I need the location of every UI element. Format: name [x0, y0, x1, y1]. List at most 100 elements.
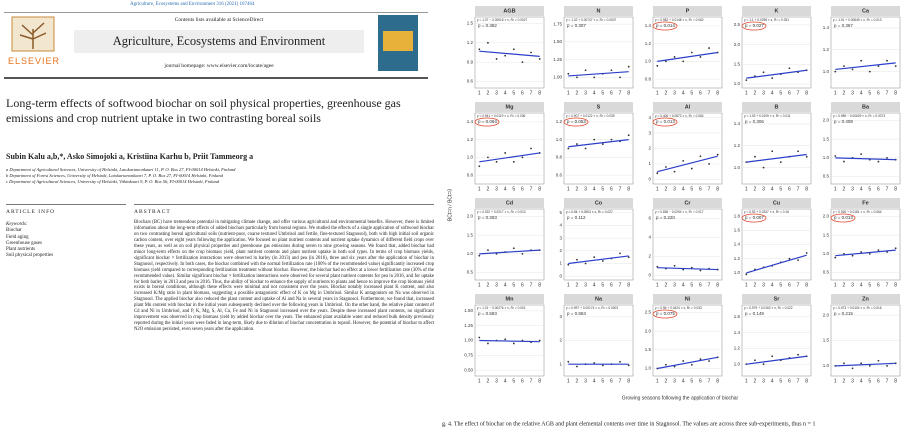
fit-line	[568, 255, 629, 265]
y-tick-label: 1.2	[556, 119, 563, 124]
x-tick-label: 3	[762, 186, 765, 192]
x-tick-label: 2	[487, 378, 490, 384]
x-tick-label: 5	[868, 186, 871, 192]
data-point	[877, 160, 880, 163]
x-tick-label: 5	[868, 378, 871, 384]
x-tick-label: 8	[805, 90, 808, 96]
y-tick-label: 1.0	[467, 251, 474, 256]
data-point	[656, 64, 659, 67]
data-point	[779, 161, 782, 164]
y-tick-label: 4	[648, 115, 651, 120]
x-tick-label: 3	[495, 186, 498, 192]
data-point	[868, 252, 871, 255]
x-tick-label: 7	[619, 378, 622, 384]
journal-banner: ELSEVIER Contents lists available at Sci…	[4, 12, 428, 79]
panel-title: S	[597, 104, 601, 110]
x-tick-label: 2	[843, 90, 846, 96]
data-point	[610, 69, 613, 72]
data-point	[797, 353, 799, 356]
data-point	[690, 51, 693, 54]
data-point	[673, 56, 676, 58]
x-tick-label: 6	[610, 282, 613, 288]
panel-title: Cu	[773, 200, 780, 206]
y-tick-label: 4	[559, 223, 562, 228]
x-tick-label: 4	[682, 378, 685, 384]
panel-strip	[564, 6, 633, 16]
y-tick-label: 1.0	[734, 165, 741, 170]
data-point	[771, 150, 774, 153]
x-tick-label: 8	[538, 282, 541, 288]
data-point	[538, 339, 541, 342]
y-tick-label: 1.2	[467, 137, 474, 142]
panel-title: K	[775, 8, 779, 14]
data-point	[576, 365, 578, 368]
y-tick-label: 1.0	[823, 251, 830, 256]
x-tick-label: 3	[584, 282, 587, 288]
data-point	[584, 69, 587, 72]
affiliation: c Department of Agricultural Sciences, U…	[6, 179, 220, 184]
x-tick-label: 2	[487, 282, 490, 288]
p-highlight	[830, 213, 856, 223]
x-tick-label: 7	[797, 186, 800, 192]
x-tick-label: 8	[894, 282, 897, 288]
x-tick-label: 6	[521, 186, 524, 192]
x-tick-label: 4	[771, 186, 774, 192]
x-tick-label: 4	[682, 90, 685, 96]
affiliation: b Department of Forest Sciences, Univers…	[6, 173, 223, 178]
panel-title: Cr	[684, 200, 691, 206]
panel-title: Al	[685, 104, 691, 110]
panel-title: Mg	[506, 104, 514, 110]
p-value: p = 0.220	[656, 215, 675, 220]
equation: y = 1.07 − 0.00915 × x, R² = 0.0027	[477, 18, 528, 22]
data-point	[627, 364, 630, 367]
data-point	[512, 342, 515, 345]
data-point	[699, 358, 702, 361]
data-point	[601, 143, 604, 145]
plot-area	[830, 112, 901, 185]
data-point	[788, 257, 791, 260]
x-tick-label: 7	[886, 186, 889, 192]
y-tick-label: 1.2	[734, 346, 741, 351]
x-tick-label: 3	[495, 378, 498, 384]
x-tick-label: 8	[716, 90, 719, 96]
y-tick-label: 1.00	[553, 75, 562, 80]
x-tick-label: 5	[601, 186, 604, 192]
data-point	[834, 155, 837, 157]
x-tick-label: 2	[843, 282, 846, 288]
keywords: Keywords: Biochar Field aging Greenhouse…	[6, 222, 53, 260]
y-tick-label: 0.9	[467, 59, 474, 64]
journal-cover	[378, 15, 418, 71]
info-heading: ARTICLE INFO	[6, 204, 126, 215]
plot-area	[741, 16, 812, 89]
x-tick-label: 5	[690, 378, 693, 384]
data-point	[886, 59, 888, 62]
y-tick-label: 3	[559, 314, 562, 319]
data-point	[665, 363, 667, 366]
plot-area	[474, 16, 545, 89]
data-point	[762, 363, 765, 366]
x-tick-label: 8	[627, 282, 630, 288]
data-point	[478, 336, 481, 339]
y-tick-label: 1.4	[823, 25, 830, 30]
x-tick-label: 6	[877, 282, 880, 288]
x-tick-label: 5	[779, 378, 782, 384]
x-tick-label: 6	[788, 282, 791, 288]
fit-line	[746, 153, 807, 163]
y-tick-label: 2.0	[645, 328, 652, 333]
y-tick-label: 5	[559, 210, 562, 215]
data-point	[610, 138, 613, 141]
x-tick-label: 6	[699, 378, 702, 384]
p-value: p = 0.307	[567, 23, 586, 28]
x-tick-label: 3	[762, 378, 765, 384]
x-tick-label: 2	[665, 378, 668, 384]
y-tick-label: 1.5	[645, 347, 652, 352]
data-point	[708, 163, 710, 165]
x-tick-label: 8	[805, 282, 808, 288]
p-value: p = 0.064	[478, 119, 497, 124]
keyword: Biochar	[6, 228, 22, 234]
p-value: p = 0.382	[478, 23, 497, 28]
x-tick-label: 6	[877, 90, 880, 96]
y-tick-label: 1.4	[645, 23, 652, 28]
x-tick-label: 7	[530, 378, 533, 384]
x-tick-label: 4	[860, 90, 863, 96]
